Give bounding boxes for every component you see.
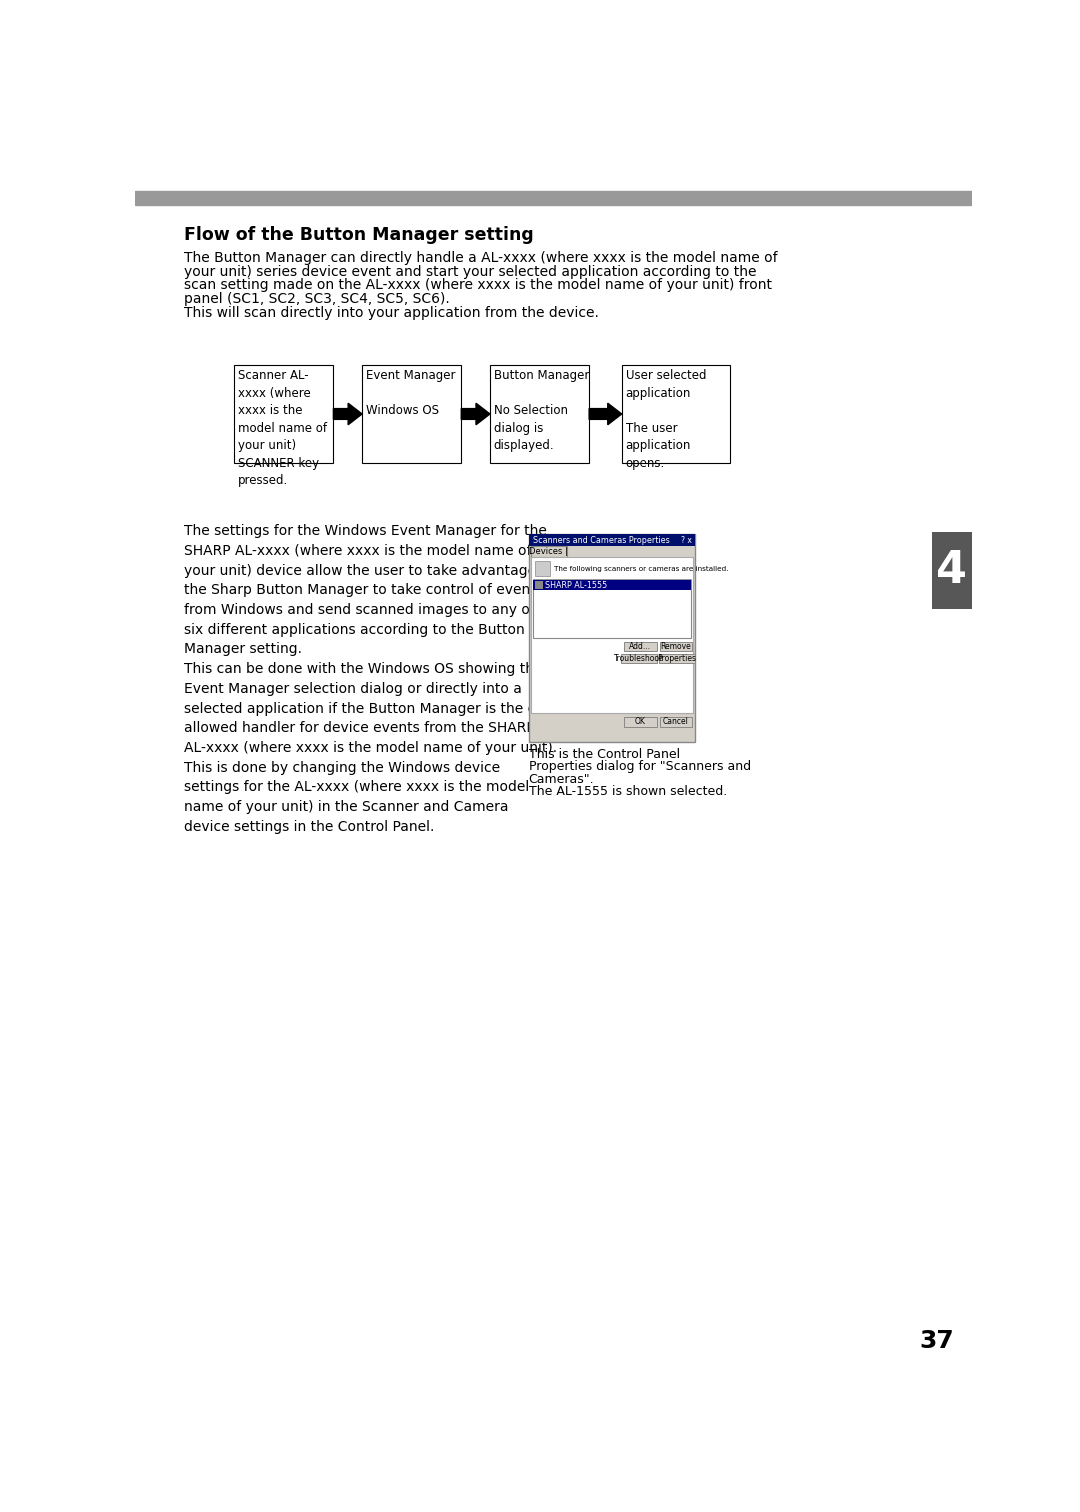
Bar	[531, 558, 693, 712]
Bar	[660, 717, 692, 727]
Text: Add...: Add...	[630, 643, 651, 652]
Text: your unit) series device event and start your selected application according to : your unit) series device event and start…	[184, 265, 756, 278]
Bar	[660, 643, 692, 652]
Polygon shape	[461, 404, 490, 425]
Bar	[529, 534, 696, 742]
Text: 37: 37	[919, 1329, 954, 1353]
Bar	[532, 581, 691, 638]
Bar	[624, 643, 657, 652]
Text: This is the Control Panel: This is the Control Panel	[529, 748, 679, 761]
Text: User selected
application

The user
application
opens.: User selected application The user appli…	[625, 369, 706, 470]
Polygon shape	[590, 404, 622, 425]
Text: SHARP AL-1555: SHARP AL-1555	[545, 581, 607, 590]
Bar	[531, 546, 567, 558]
Bar	[932, 532, 972, 609]
Text: Devices |: Devices |	[529, 547, 568, 556]
Text: The settings for the Windows Event Manager for the
SHARP AL-xxxx (where xxxx is : The settings for the Windows Event Manag…	[184, 525, 557, 835]
Text: Troubleshoot: Troubleshoot	[615, 655, 663, 664]
Text: The Button Manager can directly handle a AL-xxxx (where xxxx is the model name o: The Button Manager can directly handle a…	[184, 251, 778, 265]
Bar	[622, 364, 730, 463]
Text: scan setting made on the AL-xxxx (where xxxx is the model name of your unit) fro: scan setting made on the AL-xxxx (where …	[184, 278, 772, 292]
Bar	[529, 534, 696, 546]
Bar	[234, 364, 334, 463]
Polygon shape	[334, 404, 362, 425]
Text: Button Manager

No Selection
dialog is
displayed.: Button Manager No Selection dialog is di…	[494, 369, 590, 452]
Text: Cancel: Cancel	[663, 718, 689, 726]
Text: ? x: ? x	[681, 535, 692, 544]
Text: Flow of the Button Manager setting: Flow of the Button Manager setting	[184, 227, 534, 243]
Text: Scanner AL-
xxxx (where
xxxx is the
model name of
your unit)
SCANNER key
pressed: Scanner AL- xxxx (where xxxx is the mode…	[238, 369, 327, 487]
Bar	[624, 717, 657, 727]
Text: This will scan directly into your application from the device.: This will scan directly into your applic…	[184, 307, 598, 321]
Text: OK: OK	[635, 718, 646, 726]
Bar	[135, 191, 972, 204]
Text: Remove: Remove	[661, 643, 691, 652]
Text: panel (SC1, SC2, SC3, SC4, SC5, SC6).: panel (SC1, SC2, SC3, SC4, SC5, SC6).	[184, 292, 449, 307]
Text: The following scanners or cameras are installed.: The following scanners or cameras are in…	[554, 565, 728, 572]
Text: 4: 4	[936, 549, 968, 591]
Text: The AL-1555 is shown selected.: The AL-1555 is shown selected.	[529, 785, 727, 798]
Bar	[534, 581, 691, 590]
Bar	[535, 581, 542, 588]
Text: Properties dialog for "Scanners and: Properties dialog for "Scanners and	[529, 761, 751, 774]
Bar	[535, 561, 551, 576]
Bar	[362, 364, 461, 463]
Bar	[659, 655, 694, 664]
Text: Scanners and Cameras Properties: Scanners and Cameras Properties	[532, 535, 670, 544]
Bar	[490, 364, 590, 463]
Text: Cameras".: Cameras".	[529, 773, 594, 786]
Text: Event Manager

Windows OS: Event Manager Windows OS	[366, 369, 456, 417]
Text: Properties: Properties	[658, 655, 697, 664]
Bar	[621, 655, 657, 664]
